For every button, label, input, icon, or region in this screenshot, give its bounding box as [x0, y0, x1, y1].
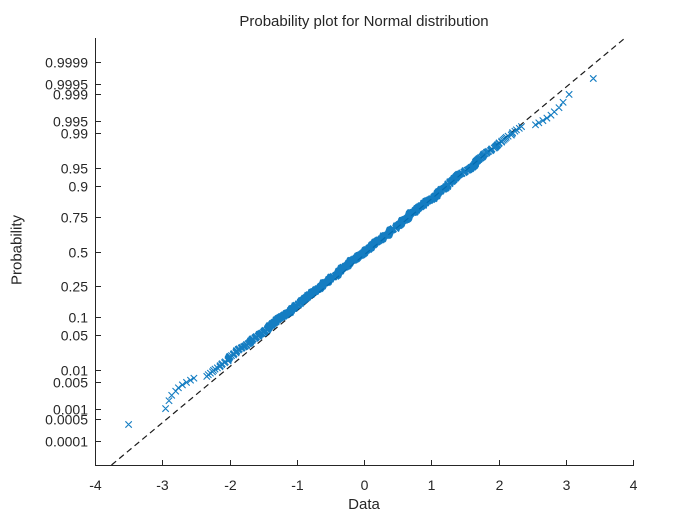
y-tick-label: 0.0001: [45, 434, 88, 450]
x-axis-title: Data: [348, 496, 380, 513]
y-tick-label: 0.999: [53, 87, 88, 103]
y-tick-label: 0.005: [53, 375, 88, 391]
y-tick-label: 0.95: [61, 161, 88, 177]
y-tick-label: 0.75: [61, 210, 88, 226]
y-tick-label: 0.5: [69, 245, 89, 261]
y-tick-label: 0.25: [61, 279, 88, 295]
y-tick-label: 0.05: [61, 328, 88, 344]
y-tick-label: 0.995: [53, 114, 88, 130]
y-tick-label: 0.9: [69, 179, 89, 195]
y-tick-label: 0.0005: [45, 412, 88, 428]
y-tick-label: 0.01: [61, 363, 88, 379]
x-tick-label: -2: [224, 477, 237, 493]
x-tick-label: 0: [361, 477, 369, 493]
y-tick-label: 0.9999: [45, 55, 88, 71]
y-tick-label: 0.9995: [45, 77, 88, 93]
x-tick-label: 4: [630, 477, 638, 493]
x-tick-label: -4: [89, 477, 102, 493]
x-tick-label: 1: [428, 477, 436, 493]
y-tick-label: 0.001: [53, 402, 88, 418]
y-tick-label: 0.1: [69, 310, 89, 326]
x-tick-label: 2: [496, 477, 504, 493]
y-tick-label: 0.99: [61, 126, 88, 142]
x-tick-label: 3: [563, 477, 571, 493]
data-markers: [125, 74, 597, 429]
x-tick-label: -3: [156, 477, 169, 493]
x-tick-label: -1: [291, 477, 304, 493]
chart-title: Probability plot for Normal distribution: [239, 13, 489, 30]
